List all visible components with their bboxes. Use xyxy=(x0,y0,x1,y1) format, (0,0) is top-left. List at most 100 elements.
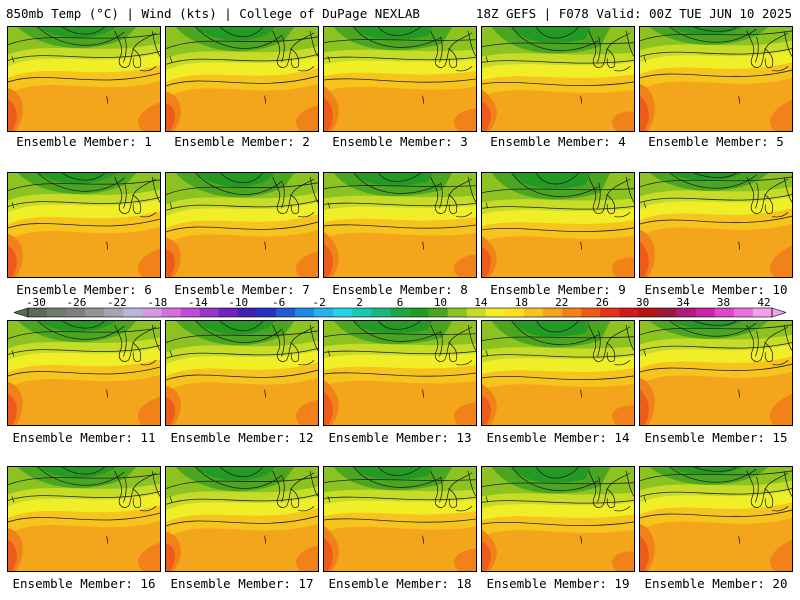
ensemble-member-label: Ensemble Member: 7 xyxy=(174,282,310,297)
temperature-map xyxy=(166,173,318,277)
temperature-map xyxy=(8,173,160,277)
ensemble-member-map xyxy=(7,172,161,278)
legend-tick-label: 22 xyxy=(555,296,569,309)
legend-color-swatch xyxy=(28,308,48,317)
ensemble-member-map xyxy=(323,26,477,132)
ensemble-member-map xyxy=(481,26,635,132)
ensemble-member-label: Ensemble Member: 9 xyxy=(490,282,626,297)
temperature-map xyxy=(482,27,634,131)
ensemble-member-label: Ensemble Member: 5 xyxy=(648,134,784,149)
legend-tick-label: 26 xyxy=(595,296,609,309)
temperature-map xyxy=(640,173,792,277)
legend-tick-label: -22 xyxy=(106,296,127,309)
ensemble-member-label: Ensemble Member: 10 xyxy=(644,282,788,297)
temperature-map xyxy=(324,321,476,425)
legend-color-swatch xyxy=(47,308,67,317)
ensemble-member-map xyxy=(323,466,477,572)
temperature-map xyxy=(166,27,318,131)
legend-color-swatch xyxy=(504,308,525,317)
legend-color-swatch xyxy=(390,308,410,317)
legend-tick-label: -10 xyxy=(228,296,249,309)
ensemble-member-map xyxy=(7,26,161,132)
legend-color-swatch xyxy=(638,308,658,317)
ensemble-member-map xyxy=(481,466,635,572)
legend-color-swatch xyxy=(581,308,601,317)
ensemble-member-label: Ensemble Member: 3 xyxy=(332,134,468,149)
legend-color-swatch xyxy=(714,308,735,317)
legend-color-swatch xyxy=(256,308,277,317)
temperature-map xyxy=(8,467,160,571)
legend-color-swatch xyxy=(180,308,200,317)
ensemble-member-map xyxy=(165,466,319,572)
ensemble-member-map xyxy=(7,320,161,426)
ensemble-member-label: Ensemble Member: 4 xyxy=(490,134,626,149)
ensemble-member-label: Ensemble Member: 19 xyxy=(486,576,630,591)
temperature-map xyxy=(8,27,160,131)
legend-tick-label: -18 xyxy=(147,296,168,309)
temperature-map xyxy=(324,173,476,277)
legend-color-swatch xyxy=(657,308,677,317)
legend-color-swatch xyxy=(66,308,86,317)
legend-color-swatch xyxy=(123,308,143,317)
ensemble-member-map xyxy=(639,172,793,278)
legend-left-arrow xyxy=(14,307,29,318)
legend-color-swatch xyxy=(237,308,258,317)
legend-color-swatch xyxy=(676,308,696,317)
ensemble-member-map xyxy=(639,26,793,132)
ensemble-member-map xyxy=(165,26,319,132)
ensemble-member-label: Ensemble Member: 14 xyxy=(486,430,630,445)
legend-color-swatch xyxy=(314,308,334,317)
ensemble-member-map xyxy=(323,320,477,426)
temperature-map xyxy=(640,321,792,425)
legend-color-swatch xyxy=(199,308,220,317)
legend-color-swatch xyxy=(409,308,429,317)
legend-tick-label: 38 xyxy=(716,296,731,309)
legend-colorbar xyxy=(14,307,786,318)
legend-color-swatch xyxy=(218,308,239,317)
legend-color-swatch xyxy=(600,308,620,317)
ensemble-member-label: Ensemble Member: 20 xyxy=(644,576,788,591)
temperature-map xyxy=(166,321,318,425)
legend-color-swatch xyxy=(733,308,754,317)
temperature-map xyxy=(324,27,476,131)
legend-color-swatch xyxy=(352,308,372,317)
legend-color-swatch xyxy=(543,308,563,317)
legend-tick-label: -30 xyxy=(26,296,46,309)
legend-color-swatch xyxy=(447,308,468,317)
temperature-map xyxy=(482,321,634,425)
legend-tick-label: 18 xyxy=(514,296,528,309)
legend-color-swatch xyxy=(428,308,448,317)
ensemble-member-label: Ensemble Member: 2 xyxy=(174,134,310,149)
ensemble-member-label: Ensemble Member: 1 xyxy=(16,134,152,149)
title-right: 18Z GEFS | F078 Valid: 00Z TUE JUN 10 20… xyxy=(475,6,792,21)
legend-tick-label: -26 xyxy=(66,296,87,309)
temperature-map xyxy=(640,467,792,571)
legend-right-arrow xyxy=(771,307,786,318)
temperature-map xyxy=(482,467,634,571)
legend-color-swatch xyxy=(524,308,544,317)
ensemble-member-label: Ensemble Member: 8 xyxy=(332,282,468,297)
ensemble-member-map xyxy=(639,320,793,426)
legend-tick-label: -14 xyxy=(187,296,208,309)
temperature-color-legend: -30 -26 -22 -18 -14 -10 -6 -2 2 6 10 14 18 22 26 30 34 38… xyxy=(14,296,786,320)
ensemble-member-map xyxy=(7,466,161,572)
ensemble-member-map xyxy=(165,172,319,278)
legend-color-swatch xyxy=(695,308,716,317)
legend-tick-label: 2 xyxy=(356,296,363,309)
legend-color-swatch xyxy=(466,308,487,317)
ensemble-member-map xyxy=(481,172,635,278)
legend-color-swatch xyxy=(161,308,181,317)
ensemble-member-label: Ensemble Member: 12 xyxy=(170,430,314,445)
temperature-map xyxy=(640,27,792,131)
legend-color-swatch xyxy=(619,308,639,317)
temperature-map xyxy=(166,467,318,571)
temperature-map xyxy=(8,321,160,425)
legend-tick-label: 30 xyxy=(636,296,650,309)
ensemble-member-label: Ensemble Member: 13 xyxy=(328,430,472,445)
legend-tick-label: -2 xyxy=(312,296,326,309)
ensemble-member-map xyxy=(165,320,319,426)
ensemble-member-map xyxy=(481,320,635,426)
temperature-map xyxy=(324,467,476,571)
legend-tick-label: 10 xyxy=(433,296,448,309)
ensemble-member-label: Ensemble Member: 6 xyxy=(16,282,152,297)
